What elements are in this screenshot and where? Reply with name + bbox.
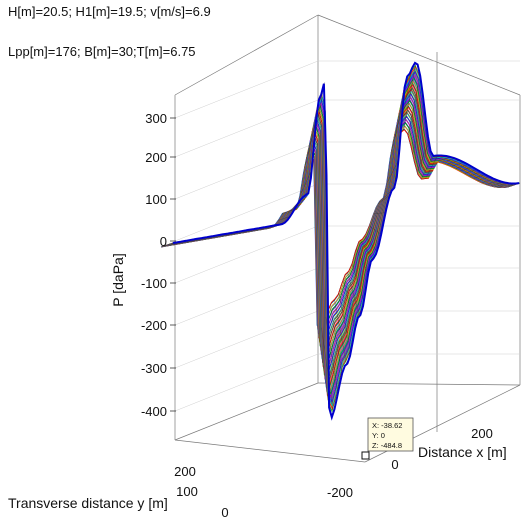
- surface-mesh-line: [421, 155, 434, 180]
- surface-mesh-line: [364, 235, 378, 252]
- surface-mesh-line: [278, 216, 291, 221]
- surface-mesh-line: [407, 75, 421, 136]
- surface-profile-line: [167, 97, 515, 370]
- grid-line: [174, 310, 319, 369]
- x-tick-label: -200: [327, 485, 353, 500]
- surface-mesh-line: [412, 109, 425, 154]
- surface-mesh-line: [473, 174, 486, 179]
- y-tick-label: 0: [221, 505, 228, 520]
- surface-profile-line: [161, 125, 510, 333]
- surface-mesh-line: [377, 194, 391, 204]
- surface-mesh-line: [447, 159, 460, 165]
- surface-mesh-line: [451, 161, 464, 167]
- surface-mesh-line: [494, 182, 508, 188]
- surface-mesh-line: [486, 180, 499, 185]
- surface-mesh-line: [360, 240, 373, 260]
- surface-mesh-line: [303, 120, 317, 169]
- parameters-line-2: Lpp[m]=176; B[m]=30;T[m]=6.75: [8, 44, 196, 59]
- surface-profile-line: [166, 103, 514, 362]
- surface-mesh-line: [373, 212, 386, 215]
- surface-mesh-line: [355, 248, 369, 274]
- surface-mesh-line: [477, 176, 490, 182]
- surface-mesh-line: [295, 194, 308, 211]
- data-tip-y: Y: 0: [372, 431, 385, 440]
- grid-line: [174, 183, 319, 242]
- grid-line: [174, 267, 319, 326]
- z-tick-label: -300: [141, 361, 167, 376]
- surface-mesh-line: [455, 164, 468, 169]
- surface-profile-line: [163, 119, 511, 341]
- grid-line: [174, 225, 319, 284]
- box-edge: [174, 14, 319, 96]
- z-tick-label: 300: [145, 111, 167, 126]
- surface-mesh-line: [342, 279, 356, 329]
- x-tick-label: 200: [471, 426, 493, 441]
- surface-mesh-line: [321, 327, 334, 413]
- surface-mesh-line: [442, 158, 455, 163]
- surface-profile-line: [162, 122, 510, 337]
- grid-line: [174, 60, 319, 119]
- surface-mesh-line: [481, 178, 495, 184]
- surface-mesh-line: [329, 305, 343, 374]
- data-tip-z: Z: -484.8: [372, 441, 402, 450]
- z-tick-label: 100: [145, 192, 167, 207]
- surface-mesh-line: [468, 171, 482, 177]
- surface-mesh-line: [351, 264, 365, 302]
- data-tip-x: X: -38.62: [372, 421, 402, 430]
- z-tick-label: 200: [145, 150, 167, 165]
- z-tick-label: -100: [141, 276, 167, 291]
- grid-line: [174, 353, 319, 412]
- box-edge: [174, 439, 366, 463]
- grid-line: [174, 99, 319, 158]
- surface-mesh-line: [416, 142, 430, 172]
- surface-mesh-line: [334, 300, 347, 365]
- box-edge: [317, 14, 521, 96]
- surface-mesh-line: [369, 225, 382, 235]
- data-tip-box: [367, 417, 414, 452]
- z-axis-label: P [daPa]: [110, 253, 126, 306]
- surface-mesh-line: [438, 156, 451, 162]
- y-tick-label: 200: [174, 464, 196, 479]
- pressure-surface: [160, 61, 521, 421]
- surface-mesh-line: [490, 181, 503, 187]
- surface-mesh-line: [386, 159, 399, 184]
- x-tick-label: 0: [391, 457, 398, 472]
- surface-mesh-line: [160, 242, 174, 248]
- surface-mesh-line: [347, 272, 360, 316]
- axes-box: [174, 14, 521, 463]
- surface-profile-line: [164, 112, 512, 350]
- data-tip: X: -38.62 Y: 0 Z: -484.8: [367, 417, 414, 452]
- y-tick-label: 100: [176, 484, 198, 499]
- box-edge: [174, 382, 319, 441]
- x-axis-label: Distance x [m]: [418, 444, 507, 460]
- parameters-line-1: H[m]=20.5; H1[m]=19.5; v[m/s]=6.9: [8, 4, 211, 19]
- surface-profile-line: [166, 100, 514, 366]
- surface-profile-line: [163, 116, 511, 346]
- z-tick-label: 0: [160, 234, 167, 249]
- surface-profile-line: [164, 109, 513, 354]
- surface-profile-line: [165, 106, 513, 358]
- grid-line: [174, 141, 319, 200]
- axis-ticks: 300 200 100 0 -100 -200 -300 -400 -200 0 200 0 100 20…: [141, 111, 493, 520]
- surface-mesh-line: [338, 293, 352, 352]
- box-edge: [317, 382, 521, 386]
- data-tip-marker: [361, 451, 370, 460]
- surface-mesh-line: [403, 62, 417, 129]
- surface-mesh-line: [316, 325, 330, 408]
- surface-mesh-line: [464, 169, 477, 174]
- z-tick-label: -400: [141, 404, 167, 419]
- minimum-profile-line: [172, 61, 520, 421]
- z-tick-label: -200: [141, 318, 167, 333]
- surface-mesh-line: [299, 169, 313, 197]
- y-axis-label: Transverse distance y [m]: [8, 495, 168, 511]
- surface-mesh-line: [460, 166, 473, 172]
